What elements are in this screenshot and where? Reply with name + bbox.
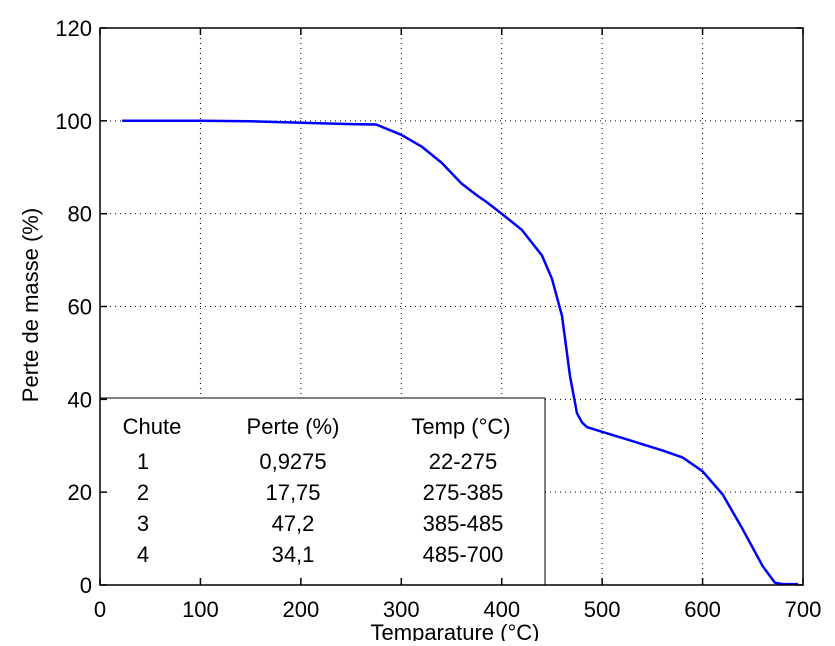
table-cell: 4 bbox=[137, 542, 149, 567]
y-tick-label: 80 bbox=[68, 202, 92, 227]
table-cell: 47,2 bbox=[272, 511, 315, 536]
table-cell: 0,9275 bbox=[259, 449, 326, 474]
x-tick-label: 300 bbox=[383, 597, 420, 622]
x-tick-label: 600 bbox=[684, 597, 721, 622]
table-cell: 34,1 bbox=[272, 542, 315, 567]
y-tick-label: 100 bbox=[55, 109, 92, 134]
data-table-box bbox=[99, 397, 546, 586]
x-tick-label: 100 bbox=[182, 597, 219, 622]
y-tick-label: 40 bbox=[68, 387, 92, 412]
x-tick-label: 200 bbox=[282, 597, 319, 622]
x-axis-label: Temparature (°C) bbox=[371, 620, 540, 641]
y-tick-label: 60 bbox=[68, 295, 92, 320]
table-cell: 17,75 bbox=[265, 480, 320, 505]
table-cell: 275-385 bbox=[423, 480, 504, 505]
table-cell: 485-700 bbox=[423, 542, 504, 567]
table-header-cell: Perte (%) bbox=[247, 414, 340, 439]
x-tick-label: 400 bbox=[483, 597, 520, 622]
table-cell: 22-275 bbox=[429, 449, 498, 474]
x-tick-label: 700 bbox=[785, 597, 822, 622]
table-header-cell: Temp (°C) bbox=[411, 414, 510, 439]
y-tick-label: 20 bbox=[68, 480, 92, 505]
series-line bbox=[122, 119, 798, 586]
table-header-cell: Chute bbox=[123, 414, 182, 439]
x-tick-label: 0 bbox=[94, 597, 106, 622]
y-tick-label: 120 bbox=[55, 16, 92, 41]
table-cell: 3 bbox=[137, 511, 149, 536]
y-tick-label: 0 bbox=[80, 573, 92, 598]
table-cell: 385-485 bbox=[423, 511, 504, 536]
table-cell: 2 bbox=[137, 480, 149, 505]
y-axis-label: Perte de masse (%) bbox=[18, 208, 43, 402]
table-cell: 1 bbox=[137, 449, 149, 474]
x-tick-label: 500 bbox=[584, 597, 621, 622]
